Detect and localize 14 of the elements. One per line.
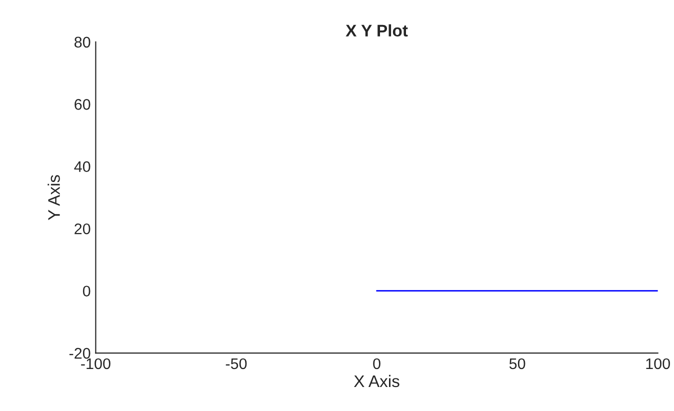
x-tick-label: -100 bbox=[81, 358, 110, 370]
chart-title: X Y Plot bbox=[346, 24, 408, 37]
y-axis-title: Y Axis bbox=[48, 175, 60, 220]
x-tick-label: 100 bbox=[646, 358, 670, 370]
y-tick-label: 40 bbox=[74, 161, 90, 172]
x-tick-label: -50 bbox=[226, 358, 247, 370]
y-tick-label: 60 bbox=[74, 99, 90, 110]
x-axis-title: X Axis bbox=[354, 374, 400, 388]
x-tick-label: 0 bbox=[373, 358, 380, 370]
x-tick-label: 50 bbox=[509, 358, 526, 370]
y-tick-label: 80 bbox=[74, 36, 90, 48]
y-tick-label: 0 bbox=[82, 286, 90, 297]
y-tick-label: 20 bbox=[74, 223, 90, 234]
y-tick-label: -20 bbox=[69, 348, 90, 359]
